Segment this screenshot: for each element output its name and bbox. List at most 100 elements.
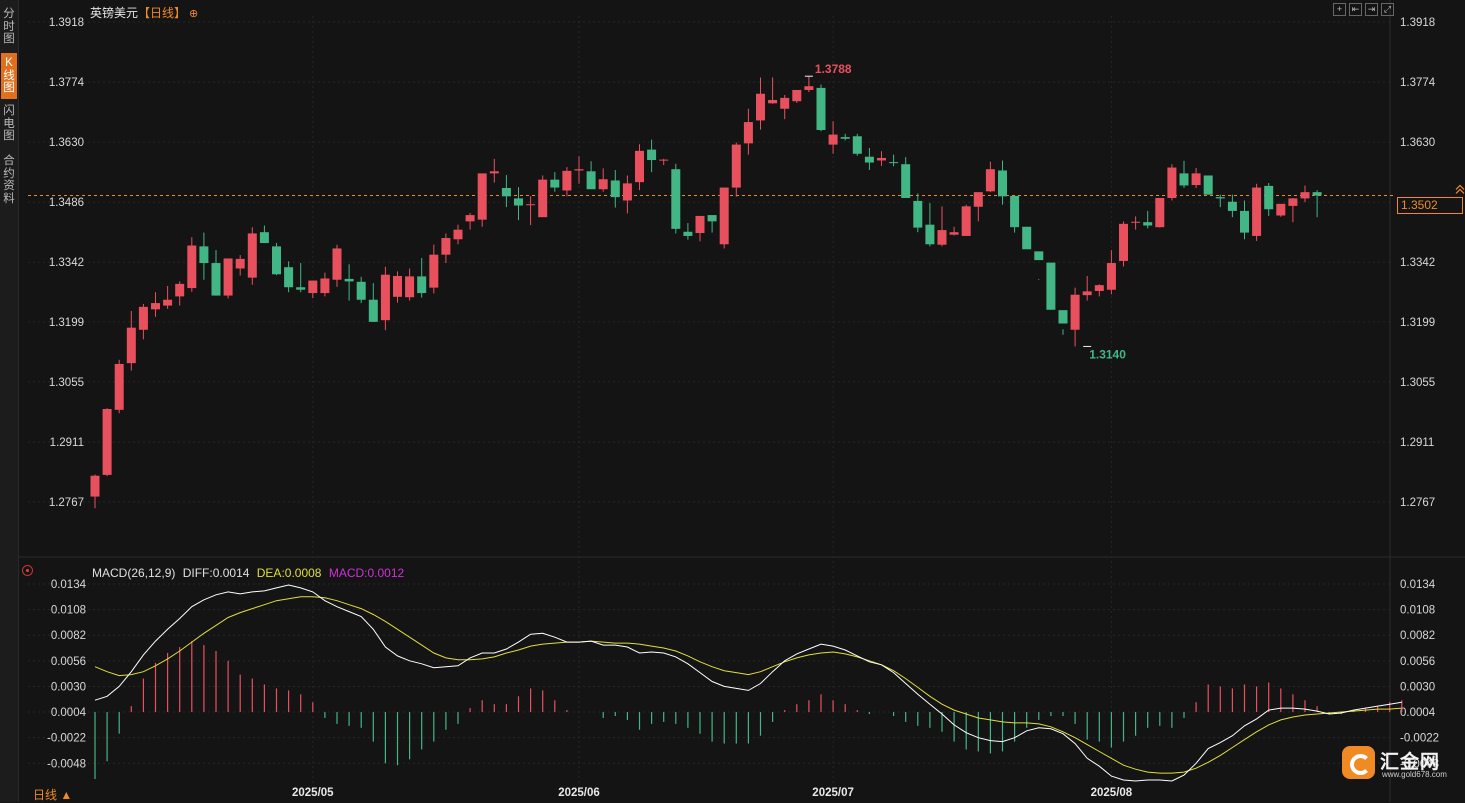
candle-body: [356, 281, 366, 300]
macd-tick-right: 0.0108: [1400, 605, 1435, 617]
period-selector[interactable]: 日线 ▲: [33, 788, 73, 802]
current-price-label: 1.3502: [1397, 197, 1463, 214]
macd-tick-left: 0.0108: [51, 605, 86, 617]
macd-axis: 0.0134 0.0134 0.0108 0.0108 0.0082 0.0082 0.00…: [47, 579, 1439, 770]
price-tick-left: 1.2911: [50, 437, 84, 449]
candle-body: [126, 327, 136, 364]
candle-body: [889, 162, 899, 164]
candle-body: [1082, 291, 1092, 296]
macd-tick-left: -0.0048: [47, 758, 86, 770]
chart-title: 英镑美元【日线】 ⊕: [90, 4, 198, 21]
candle-body: [368, 299, 378, 322]
candle-body: [743, 122, 753, 144]
candle-body: [1312, 192, 1322, 196]
grid-lines: [18, 0, 1465, 802]
candle-body: [1131, 221, 1141, 223]
candle-body: [223, 258, 233, 296]
indicator-settings-icon[interactable]: [22, 565, 33, 576]
candle-body: [973, 192, 983, 207]
candle-body: [816, 87, 826, 131]
price-tick-left: 1.3774: [49, 77, 85, 89]
macd-params: MACD(26,12,9): [92, 566, 176, 580]
tab-kline[interactable]: K线图: [1, 53, 17, 99]
candle-body: [1010, 195, 1020, 228]
price-tick-left: 1.3342: [49, 257, 84, 269]
candle-body: [102, 409, 112, 475]
macd-tick-left: 0.0030: [51, 681, 86, 693]
candle-body: [1070, 294, 1080, 330]
dea-line: [94, 596, 1402, 774]
logo-text: 汇金网: [1380, 752, 1441, 773]
candle-body: [417, 276, 427, 294]
candle-body: [296, 287, 306, 290]
candle-body: [151, 303, 160, 310]
candle-body: [1276, 203, 1286, 216]
candle-body: [1191, 173, 1201, 186]
candle-body: [1155, 197, 1165, 228]
candle-body: [647, 149, 657, 161]
date-tick: 2025/08: [1091, 787, 1133, 799]
candle-body: [659, 159, 669, 161]
candle-body: [671, 169, 681, 229]
candle-body: [235, 258, 245, 269]
candle-body: [1119, 223, 1128, 261]
macd-tick-right: 0.0030: [1400, 681, 1435, 693]
price-annotations: 1.3788 1.3140: [804, 62, 1126, 361]
tab-flash-chart[interactable]: 闪电图: [3, 105, 15, 142]
high-label: 1.3788: [815, 62, 852, 76]
candle-body: [925, 224, 935, 245]
zoom-fit-icon[interactable]: ⇤: [1349, 3, 1362, 16]
date-tick: 2025/06: [558, 787, 600, 799]
candle-body: [622, 183, 632, 201]
circle-plus-icon[interactable]: ⊕: [189, 8, 199, 20]
candle-body: [550, 179, 560, 188]
candle-body: [453, 229, 463, 240]
tab-timeshare[interactable]: 分时图: [3, 8, 15, 45]
macd-histogram: [94, 641, 1403, 780]
price-tick-right: 1.3055: [1400, 377, 1435, 389]
candle-body: [344, 278, 354, 282]
candle-body: [175, 283, 185, 297]
price-arrow-icon: [1455, 184, 1465, 194]
candle-body: [586, 171, 596, 190]
candle-body: [840, 137, 850, 139]
candle-body: [1240, 210, 1249, 233]
candle-body: [526, 204, 536, 206]
candle-body: [562, 170, 572, 191]
candle-body: [574, 169, 584, 171]
candle-body: [477, 173, 487, 220]
tab-contract-info[interactable]: 合约资料: [3, 155, 15, 205]
candle-body: [1034, 251, 1044, 261]
candle-body: [1179, 173, 1189, 186]
candle-body: [1106, 263, 1116, 290]
candle-body: [635, 150, 644, 183]
candle-body: [804, 86, 814, 90]
candle-body: [405, 276, 415, 298]
candle-body: [1215, 197, 1225, 199]
zoom-end-icon[interactable]: ⇥: [1365, 3, 1378, 16]
macd-legend: MACD(26,12,9) DIFF:0.0014 DEA:0.0008 MAC…: [92, 566, 408, 580]
price-tick-right: 1.3774: [1400, 77, 1436, 89]
macd-tick-right: 0.0134: [1400, 579, 1436, 591]
fullscreen-icon[interactable]: ⤢: [1381, 3, 1394, 16]
candle-body: [1300, 192, 1310, 199]
macd-tick-right: -0.0022: [1400, 733, 1439, 745]
candle-body: [1167, 167, 1177, 198]
candle-body: [719, 187, 729, 245]
candle-body: [780, 97, 790, 109]
candle-body: [683, 231, 693, 236]
candle-body: [393, 275, 402, 297]
candle-body: [1143, 222, 1153, 226]
date-tick: 2025/05: [292, 787, 334, 799]
candle-body: [985, 169, 995, 192]
price-tick-left: 1.2767: [49, 497, 84, 509]
candle-body: [949, 232, 959, 235]
crosshair-icon[interactable]: +: [1333, 3, 1346, 16]
candle-body: [114, 363, 124, 410]
macd-tick-right: 0.0056: [1400, 656, 1435, 668]
candle-body: [259, 232, 269, 244]
price-axis: 1.3918 1.3918 1.3774 1.3774 1.3630 1.3630 1.34…: [49, 17, 1436, 509]
candle-body: [308, 280, 318, 294]
sidebar: 分时图 K线图 闪电图 合约资料: [0, 0, 19, 802]
